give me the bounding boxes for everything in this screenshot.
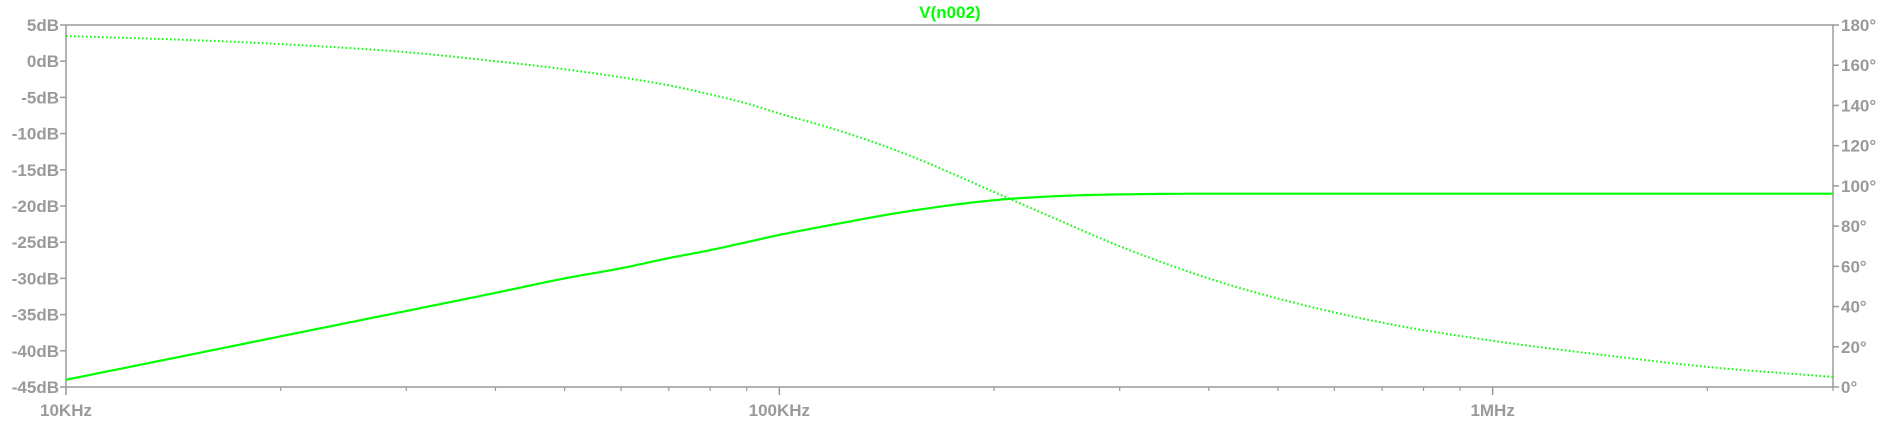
y-left-tick-label: -15dB [12,161,59,180]
y-left-tick-label: -30dB [12,269,59,288]
x-tick-label: 1MHz [1470,401,1514,420]
y-right-tick-label: 140° [1841,96,1876,115]
y-left-tick-label: -35dB [12,306,59,325]
x-tick-label: 100KHz [749,401,810,420]
y-left-tick-label: -20dB [12,197,59,216]
y-left-tick-label: -5dB [21,88,59,107]
plot-axes: 5dB 0dB -5dB -10dB -15dB -20dB -25dB -30dB -35dB… [12,16,1877,420]
y-left-tick-label: -40dB [12,342,59,361]
y-left-tick-label: -25dB [12,233,59,252]
phase-trace [65,35,1834,378]
y-left-tick-label: -45dB [12,378,59,397]
magnitude-trace [65,192,1833,381]
y-right-tick-label: 40° [1841,298,1867,317]
chart-title: V(n002) [919,3,980,22]
y-left-tick-label: -10dB [12,125,59,144]
y-right-tick-label: 60° [1841,257,1867,276]
y-right-tick-label: 180° [1841,16,1876,35]
plot-traces [65,35,1834,381]
y-left-tick-label: 0dB [27,52,59,71]
y-right-tick-label: 0° [1841,378,1857,397]
y-right-tick-label: 160° [1841,56,1876,75]
y-right-tick-label: 20° [1841,338,1867,357]
y-right-tick-label: 80° [1841,217,1867,236]
y-right-tick-label: 100° [1841,177,1876,196]
y-right-tick-label: 120° [1841,137,1876,156]
y-left-tick-label: 5dB [27,16,59,35]
x-tick-label: 10KHz [40,401,92,420]
